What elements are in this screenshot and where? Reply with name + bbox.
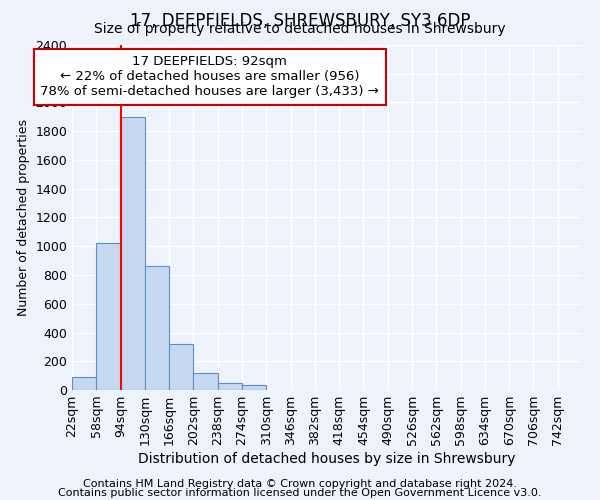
Text: Contains HM Land Registry data © Crown copyright and database right 2024.: Contains HM Land Registry data © Crown c… (83, 479, 517, 489)
Y-axis label: Number of detached properties: Number of detached properties (17, 119, 30, 316)
Text: 17, DEEPFIELDS, SHREWSBURY, SY3 6DP: 17, DEEPFIELDS, SHREWSBURY, SY3 6DP (130, 12, 470, 30)
Bar (72, 377, 96, 390)
Text: Size of property relative to detached houses in Shrewsbury: Size of property relative to detached ho… (94, 22, 506, 36)
Bar (242, 385, 266, 390)
Bar (121, 117, 145, 390)
Text: Contains public sector information licensed under the Open Government Licence v3: Contains public sector information licen… (58, 488, 542, 498)
Bar (218, 383, 242, 390)
X-axis label: Distribution of detached houses by size in Shrewsbury: Distribution of detached houses by size … (138, 452, 516, 466)
Bar (193, 373, 218, 390)
Text: 17 DEEPFIELDS: 92sqm
← 22% of detached houses are smaller (956)
78% of semi-deta: 17 DEEPFIELDS: 92sqm ← 22% of detached h… (40, 56, 379, 98)
Bar (169, 344, 193, 390)
Bar (145, 266, 169, 390)
Bar (96, 244, 121, 390)
